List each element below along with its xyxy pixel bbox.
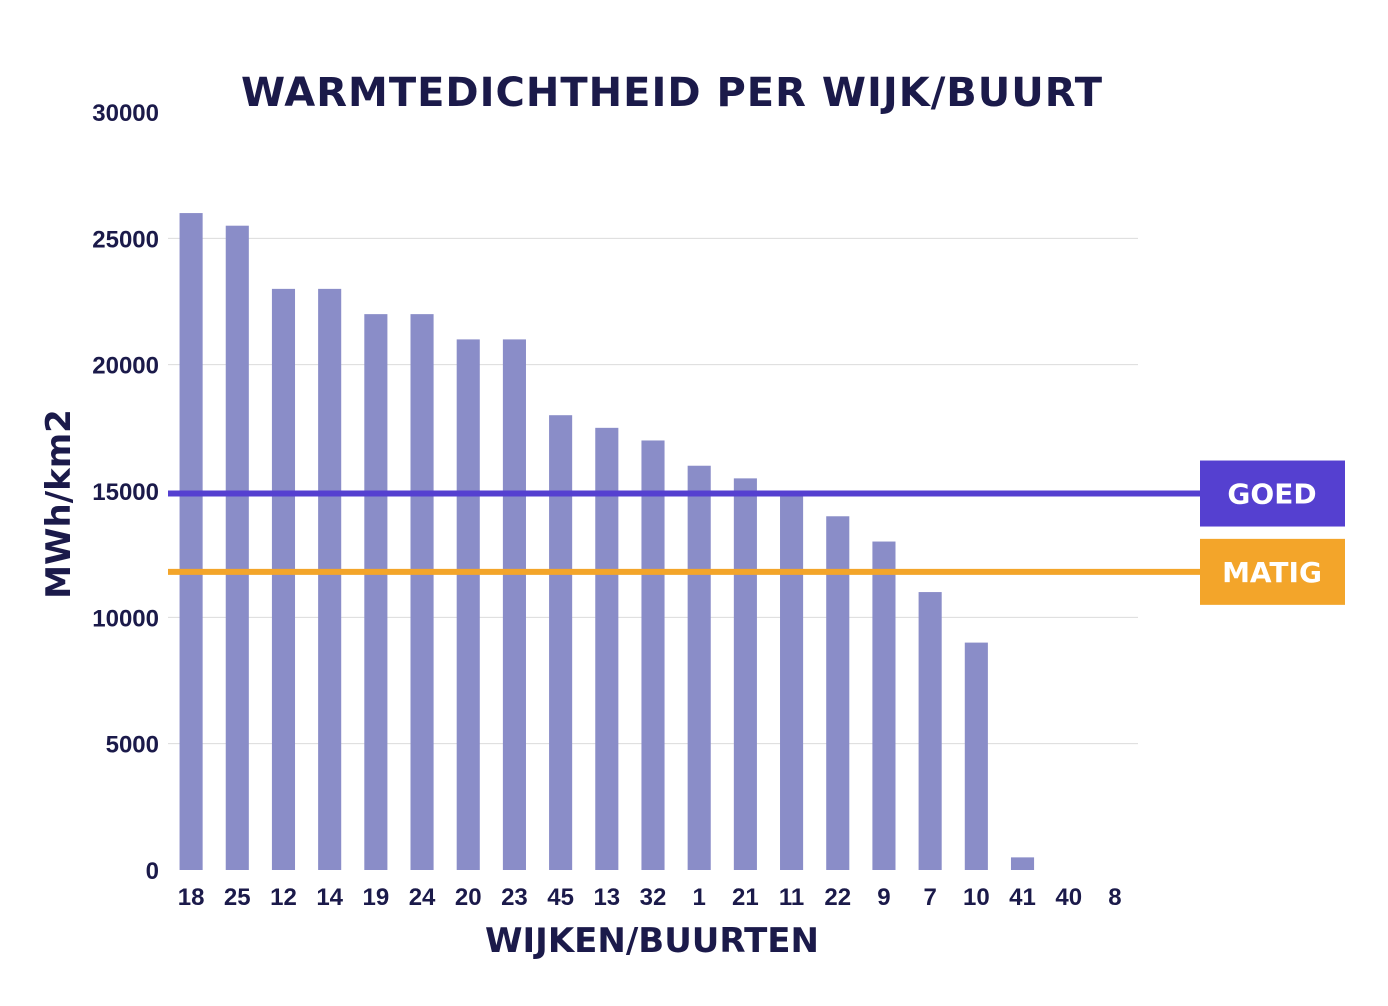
- x-tick-label: 12: [270, 884, 297, 911]
- chart-title: WARMTEDICHTHEID PER WIJK/BUURT: [241, 70, 1103, 116]
- reference-label-matig: MATIG: [1222, 556, 1322, 589]
- x-tick-label: 7: [923, 884, 936, 911]
- bar-7: [918, 592, 942, 870]
- x-tick-label: 41: [1009, 884, 1036, 911]
- bar-11: [780, 491, 804, 870]
- bar-24: [410, 314, 434, 871]
- x-tick-label: 25: [224, 884, 251, 911]
- bar-23: [502, 339, 526, 870]
- x-axis-ticks: 18 25 12 14 19 24 20 23 45 13 32 1 21 11 22 9 7 10 41 40 8: [178, 884, 1122, 911]
- y-tick-label: 5000: [106, 732, 159, 759]
- bar-9: [872, 541, 896, 870]
- bars: [179, 213, 1035, 871]
- reference-badge-goed: [1200, 460, 1345, 527]
- y-tick-label: 0: [146, 858, 159, 885]
- x-tick-label: 23: [501, 884, 528, 911]
- x-tick-label: 19: [363, 884, 390, 911]
- bar-25: [225, 225, 249, 870]
- reference-label-goed: GOED: [1227, 478, 1316, 511]
- y-axis-ticks: 0 5000 10000 15000 20000 25000 30000: [92, 100, 159, 885]
- bar-41: [1010, 857, 1035, 870]
- y-tick-label: 20000: [92, 353, 159, 380]
- bar-10: [964, 642, 988, 870]
- bar-20: [456, 339, 480, 870]
- y-tick-label: 10000: [92, 605, 159, 632]
- bar-13: [595, 427, 619, 870]
- x-tick-label: 13: [593, 884, 620, 911]
- x-tick-label: 24: [409, 884, 436, 911]
- bar-12: [271, 288, 296, 870]
- bar-21: [733, 478, 757, 870]
- x-tick-label: 18: [178, 884, 205, 911]
- bar-19: [364, 314, 388, 871]
- reference-lines: GOED MATIG: [168, 460, 1345, 605]
- bar-22: [826, 516, 850, 870]
- x-tick-label: 32: [640, 884, 667, 911]
- x-tick-label: 1: [693, 884, 706, 911]
- bar-18: [179, 213, 203, 871]
- x-tick-label: 14: [316, 884, 343, 911]
- x-tick-label: 9: [877, 884, 890, 911]
- x-tick-label: 10: [963, 884, 990, 911]
- x-tick-label: 45: [547, 884, 574, 911]
- y-tick-label: 25000: [92, 226, 159, 253]
- x-tick-label: 8: [1108, 884, 1121, 911]
- x-tick-label: 20: [455, 884, 482, 911]
- reference-badge-matig: [1200, 538, 1345, 605]
- bar-1: [687, 465, 711, 870]
- y-tick-label: 15000: [92, 479, 159, 506]
- x-axis-label: WIJKEN/BUURTEN: [485, 921, 819, 961]
- bar-32: [641, 440, 665, 870]
- y-tick-label: 30000: [92, 100, 159, 127]
- bar-45: [549, 415, 573, 870]
- bar-14: [318, 288, 342, 870]
- x-tick-label: 11: [779, 884, 804, 911]
- x-tick-label: 21: [732, 884, 759, 911]
- y-axis-label: MWh/km2: [39, 409, 79, 599]
- x-tick-label: 40: [1055, 884, 1082, 911]
- x-tick-label: 22: [824, 884, 851, 911]
